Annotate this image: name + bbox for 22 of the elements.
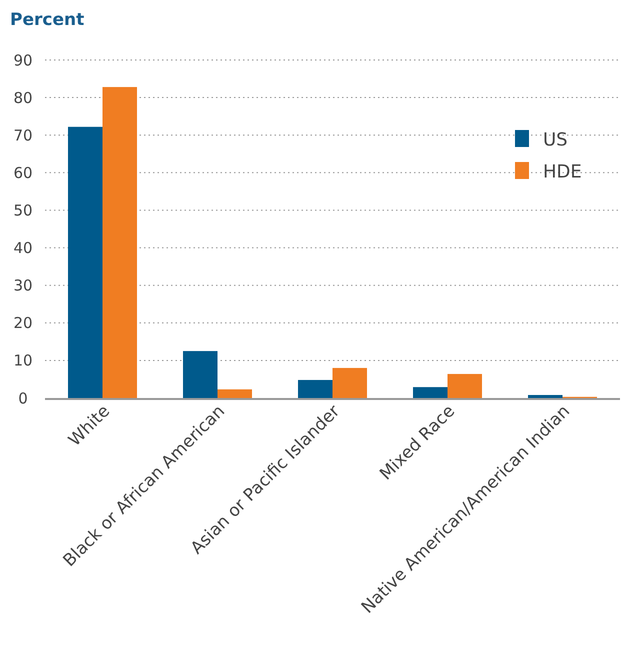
legend-label: HDE (543, 161, 582, 182)
y-tick-label: 20 (13, 314, 33, 332)
y-tick-label: 80 (13, 88, 33, 107)
bar (298, 380, 332, 398)
y-tick-label: 30 (13, 276, 33, 295)
bar (183, 351, 218, 398)
bar (218, 389, 252, 398)
y-tick-label: 40 (13, 239, 33, 258)
y-tick-label: 90 (13, 51, 33, 70)
y-tick-label: 60 (13, 164, 33, 182)
bar (332, 368, 367, 398)
y-tick-label: 0 (18, 389, 28, 408)
bar (68, 126, 102, 398)
bar (528, 394, 562, 398)
bar (448, 374, 482, 398)
y-tick-label: 10 (13, 352, 33, 370)
bar (102, 87, 137, 398)
y-tick-label: 70 (13, 126, 33, 144)
legend-label: US (543, 129, 568, 150)
chart-title: Percent (10, 10, 84, 30)
y-tick-label: 50 (13, 201, 33, 220)
bar (413, 387, 448, 398)
